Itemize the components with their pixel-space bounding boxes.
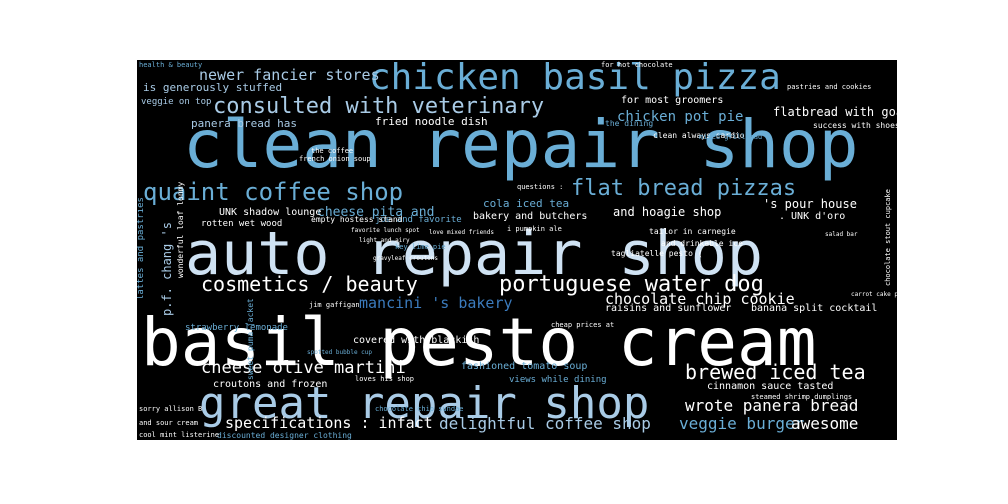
word-carrot-cake-pomy: carrot cake pomy — [851, 291, 897, 298]
word-chicken-basil-pizza: chicken basil pizza — [369, 60, 781, 98]
word-lattes-and-pastries: lattes and pastries — [137, 197, 146, 300]
word-for-hot-chocolate: for hot chocolate — [601, 61, 673, 69]
word-sweet-puma-jacket: sweet puma jacket — [246, 298, 255, 380]
word-mixed-grill-had: mixed grill had — [699, 133, 763, 141]
word-cola-iced-tea: cola iced tea — [483, 197, 570, 210]
word-pastries-and-cookies: pastries and cookies — [787, 83, 872, 91]
word-key-lime-pie: key lime pie — [395, 243, 446, 251]
word-brewed-iced-tea: brewed iced tea — [685, 360, 866, 384]
word-consulted-with-veterinary: consulted with veterinary — [213, 94, 545, 119]
word-raisins-and-sunflower: raisins and sunflower — [605, 303, 732, 314]
word-wrote-panera-bread: wrote panera bread — [685, 396, 859, 415]
word-the-dining: the dining — [605, 119, 654, 128]
word-discounted-designer-clothing: discounted designer clothing — [217, 431, 352, 440]
word-jim-gaffigan: jim gaffigan — [309, 301, 360, 309]
word-cloud: clean repair shop basil pesto cream auto… — [137, 60, 897, 440]
word-french-onion-soup: french onion soup — [299, 155, 371, 163]
word-s-pour-house: 's pour house — [763, 197, 857, 211]
word-chocolate-chip-sundae: chocolate chip sundae — [375, 405, 464, 413]
word-croutons-and-frozen: croutons and frozen — [213, 379, 328, 390]
word-delightful-coffee-shop: delightful coffee shop — [439, 414, 651, 433]
word-for-most-groomers: for most groomers — [621, 95, 724, 106]
word-chocolate-stout-cupcake: chocolate stout cupcake — [884, 189, 892, 286]
word-fashioned-tomato-soup: fashioned tomato soup — [461, 361, 588, 372]
word-tagliatelle-pesto: tagliatelle pesto ( — [611, 249, 703, 258]
word-flatbread-with-goat: flatbread with goat — [773, 105, 897, 119]
word-basil-pesto-cream: basil pesto cream — [141, 304, 817, 381]
word-quaint-coffee-shop: quaint coffee shop — [143, 178, 404, 206]
word-awesome: awesome — [791, 414, 859, 433]
word-newer-fancier-stores: newer fancier stores — [199, 66, 380, 84]
word-and-drinkable-ice: and drinkable ice — [661, 239, 743, 248]
word-is-generously-stuffed: is generously stuffed — [143, 81, 283, 94]
word-the-coffee: the coffee — [311, 147, 354, 155]
word-gravyleaf-croutons: gravyleaf croutons — [373, 255, 439, 262]
word-banana-split-cocktail: banana split cocktail — [751, 303, 878, 314]
word-favorite-lunch-spot: favorite lunch spot — [351, 227, 420, 234]
word-portuguese-water-dog: portuguese water dog — [499, 272, 764, 297]
word-loves-his-shop: loves his shop — [355, 375, 415, 383]
word-auto-repair-shop: auto repair shop — [185, 219, 763, 289]
word-cheese-pita-and: cheese pita and — [317, 205, 435, 220]
word-panera-bread-has: panera bread has — [191, 117, 297, 130]
word-cheese-olive-martini: cheese olive martini — [201, 358, 406, 378]
word-and-hoagie-shop: and hoagie shop — [613, 205, 722, 219]
word-bakery-and-butchers: bakery and butchers — [473, 211, 588, 222]
word-covered-with-blackish: covered with blackish — [353, 335, 480, 346]
word-veggie-on-top: veggie on top — [141, 97, 212, 107]
word-views-while-dining: views while dining — [509, 375, 607, 385]
word-clean-always-cardio: clean always cardio — [653, 131, 745, 140]
word-cheap-prices-at: cheap prices at — [551, 321, 615, 329]
word-empty-hostess-stand: empty hostess stand — [311, 215, 403, 224]
word-health-beauty: health & beauty — [139, 61, 203, 69]
word-love-mixed-friends: love mixed friends — [429, 229, 495, 236]
word-mancini-s-bakery: mancini 's bakery — [359, 294, 513, 312]
word-steamed-shrimp-dumplings: steamed shrimp dumplings — [751, 393, 853, 401]
word-great-repair-shop: great repair shop — [199, 378, 650, 429]
word-specifications-infact: specifications : infact — [225, 414, 433, 432]
word-spotted-bubble-cup: spotted bubble cup — [307, 349, 373, 356]
word-sorry-allison-b: sorry allison B — [139, 405, 203, 413]
word-joe-and-favorite: joe and favorite — [375, 215, 462, 225]
word-chocolate-chip-cookie: chocolate chip cookie — [605, 290, 795, 308]
word-light-and-airy: light and airy — [359, 237, 410, 244]
word-i-pumpkin-ale: i pumpkin ale — [507, 225, 562, 233]
word-strawberry-lemonade: strawberry lemonade — [185, 323, 288, 333]
word-clean-repair-shop: clean repair shop — [183, 106, 859, 183]
word-salad-bar: salad bar — [825, 231, 858, 238]
word-unk-d-oro: . UNK d'oro — [779, 211, 846, 222]
word-chicken-pot-pie: chicken pot pie — [617, 109, 744, 125]
word-wonderful-loaf-lonmy: wonderful loaf lonmy — [176, 181, 185, 278]
word-fried-noodle-dish: fried noodle dish — [375, 115, 488, 128]
word-cinnamon-sauce-tasted: cinnamon sauce tasted — [707, 381, 834, 392]
word-and-sour-cream: and sour cream — [139, 419, 199, 427]
word-unk-shadow-lounge: UNK shadow lounge — [219, 207, 322, 218]
word-tailor-in-carnegie: tailor in carnegie — [649, 227, 736, 236]
word-veggie-burger: veggie burger — [679, 414, 805, 433]
word-questions: questions : — [517, 183, 564, 191]
word-rotten-wet-wood: rotten wet wood — [201, 219, 283, 229]
word-cosmetics-beauty: cosmetics / beauty — [201, 272, 418, 296]
word-flat-bread-pizzas: flat bread pizzas — [571, 176, 797, 201]
word-success-with-shoes: success with shoes — [813, 121, 897, 130]
word-cool-mint-listerine: cool mint listerine — [139, 431, 220, 439]
word-pf-chang-s: p.f. chang 's — [160, 222, 174, 316]
